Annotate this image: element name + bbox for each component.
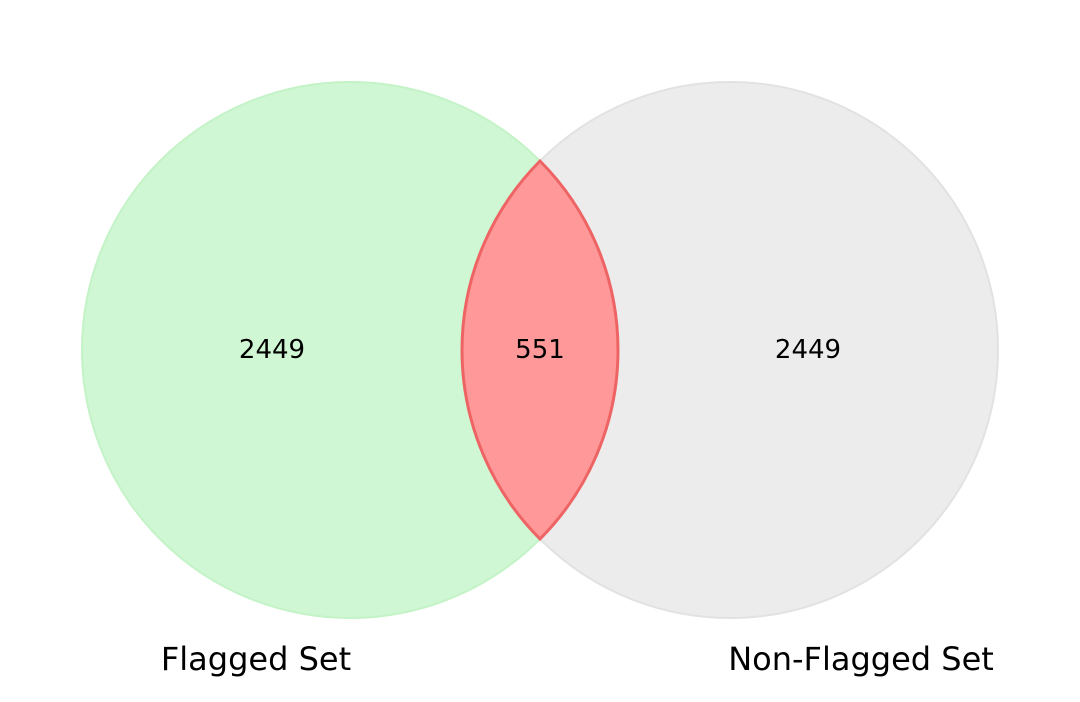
non-flagged-set-label: Non-Flagged Set <box>728 640 994 678</box>
intersection-count: 551 <box>515 335 565 365</box>
intersection-region <box>460 158 620 542</box>
flagged-only-count: 2449 <box>239 335 305 365</box>
flagged-set-label: Flagged Set <box>161 640 351 678</box>
non-flagged-only-count: 2449 <box>775 335 841 365</box>
